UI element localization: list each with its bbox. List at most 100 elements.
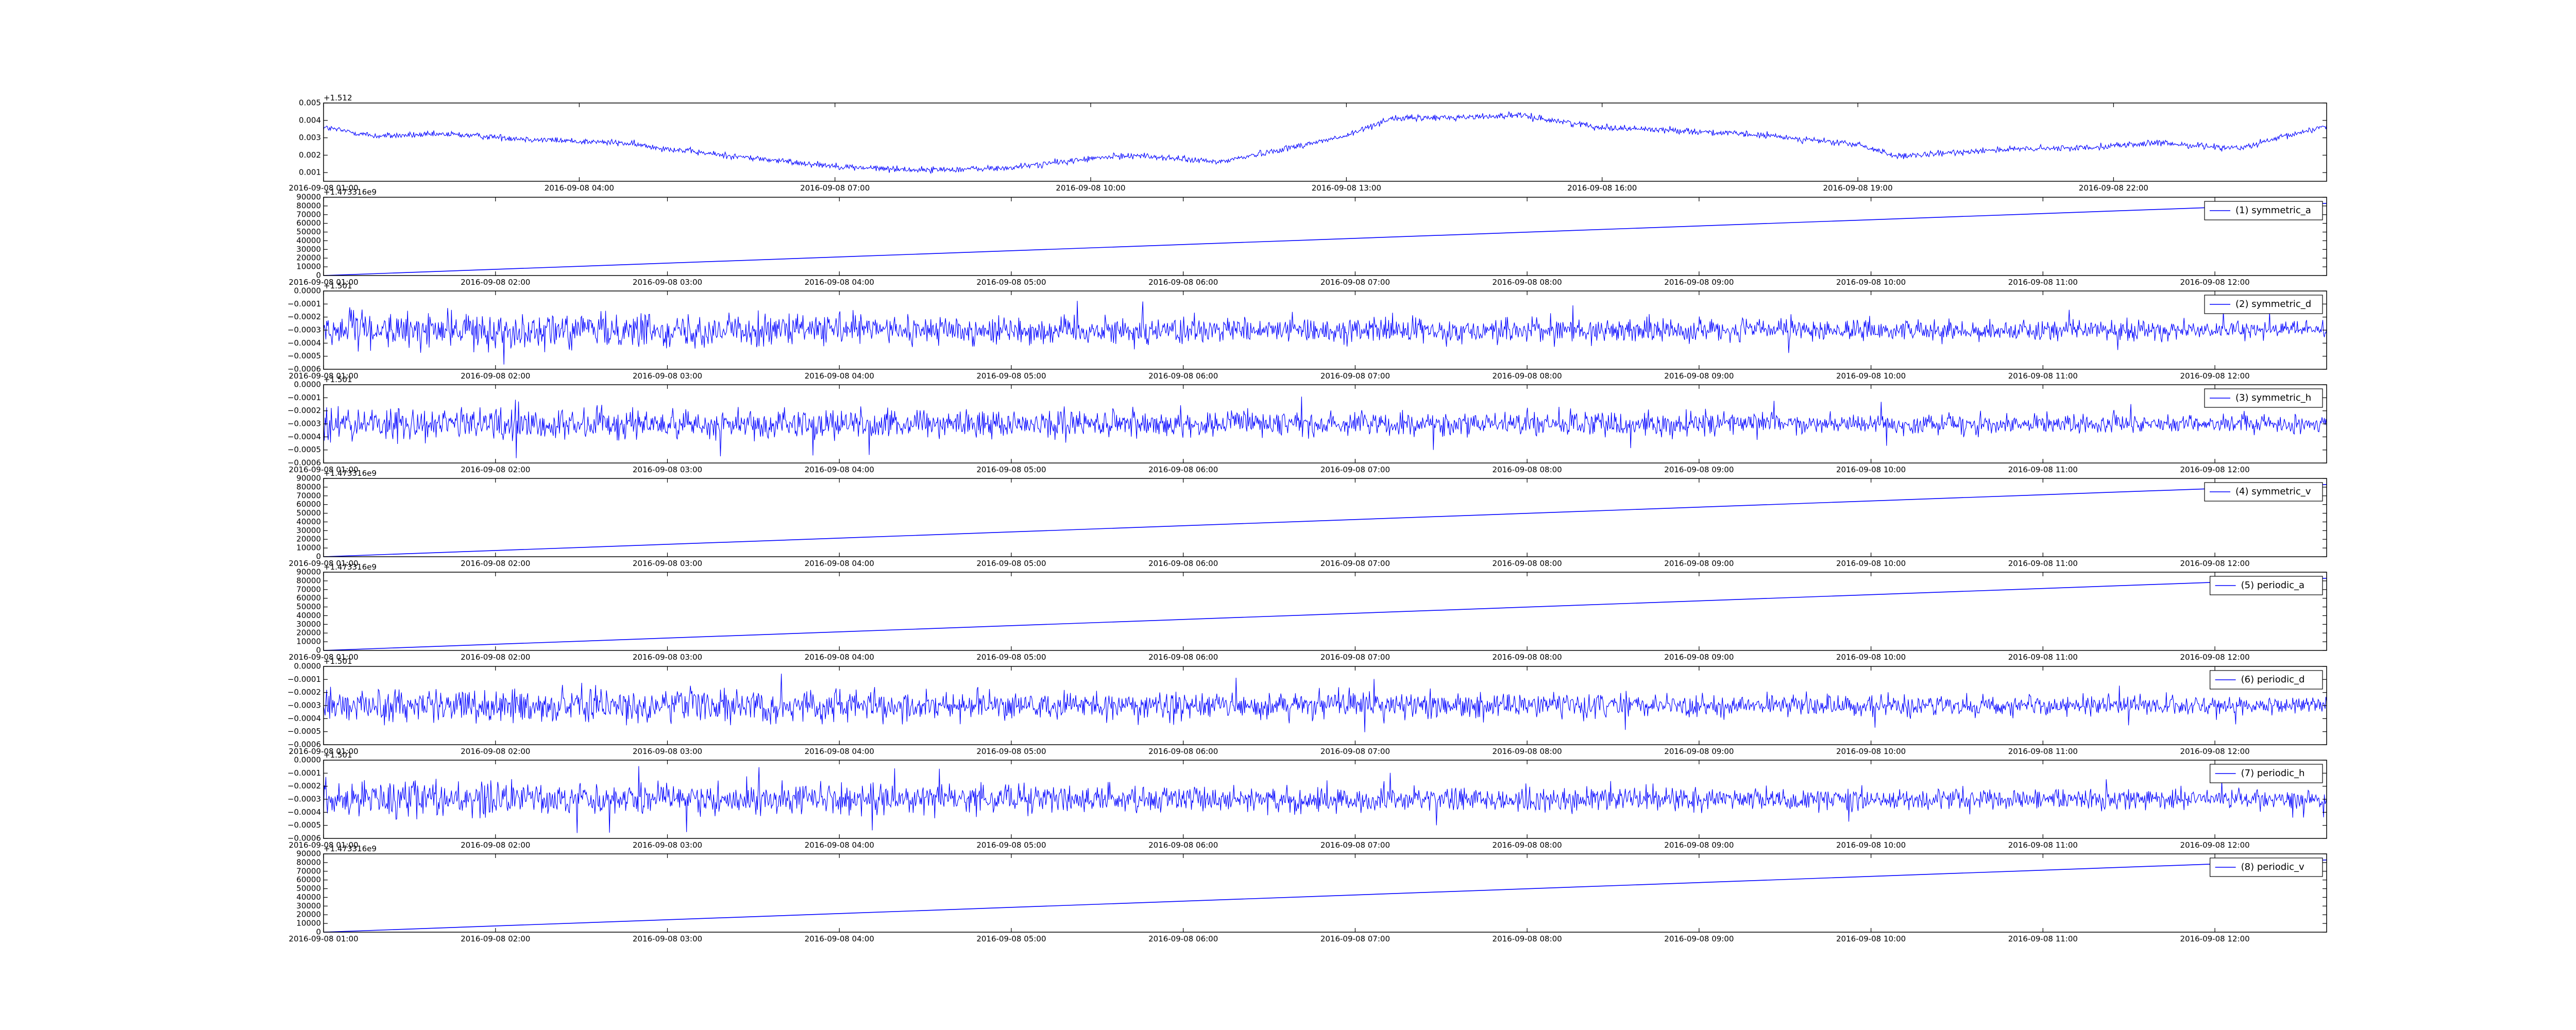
x-tick-label: 2016-09-08 05:00 xyxy=(976,465,1046,474)
y-tick-label: −0.0005 xyxy=(287,445,321,454)
series-line-9 xyxy=(324,860,2327,932)
x-tick-label: 2016-09-08 05:00 xyxy=(976,934,1046,943)
y-tick-label: 0 xyxy=(316,271,321,280)
y-offset-label: +1.501 xyxy=(324,750,352,760)
x-tick-label: 2016-09-08 10:00 xyxy=(1056,183,1125,193)
legend-label: (5) periodic_a xyxy=(2241,580,2305,591)
axes-frame xyxy=(323,102,2327,182)
y-tick-label: 70000 xyxy=(296,210,321,219)
x-tick-label: 2016-09-08 03:00 xyxy=(633,934,702,943)
x-tick-label: 2016-09-08 04:00 xyxy=(805,278,874,287)
x-tick-label: 2016-09-08 06:00 xyxy=(1148,934,1218,943)
legend: (2) symmetric_d xyxy=(2204,295,2323,314)
y-tick-label: 10000 xyxy=(296,543,321,553)
x-tick-label: 2016-09-08 04:00 xyxy=(805,465,874,474)
legend-label: (2) symmetric_d xyxy=(2235,299,2311,310)
x-tick-label: 2016-09-08 05:00 xyxy=(976,747,1046,756)
x-tick-label: 2016-09-08 03:00 xyxy=(633,559,702,568)
y-tick-label: 70000 xyxy=(296,585,321,594)
x-tick-label: 2016-09-08 22:00 xyxy=(2079,183,2148,193)
x-tick-label: 2016-09-08 06:00 xyxy=(1148,559,1218,568)
y-tick-label: 90000 xyxy=(296,849,321,859)
x-tick-label: 2016-09-08 11:00 xyxy=(2008,747,2078,756)
series-line-1 xyxy=(324,111,2327,175)
x-tick-label: 2016-09-08 12:00 xyxy=(2180,653,2249,662)
y-tick-label: −0.0006 xyxy=(287,740,321,749)
y-tick-label: −0.0004 xyxy=(287,808,321,817)
x-tick-label: 2016-09-08 08:00 xyxy=(1493,840,1562,850)
x-tick-label: 2016-09-08 03:00 xyxy=(633,747,702,756)
y-tick-label: 60000 xyxy=(296,500,321,509)
y-tick-label: 40000 xyxy=(296,892,321,902)
x-tick-label: 2016-09-08 06:00 xyxy=(1148,371,1218,381)
x-tick-label: 2016-09-08 07:00 xyxy=(1320,934,1390,943)
y-tick-label: 60000 xyxy=(296,218,321,228)
x-tick-label: 2016-09-08 03:00 xyxy=(633,371,702,381)
x-tick-label: 2016-09-08 09:00 xyxy=(1664,559,1734,568)
x-tick-label: 2016-09-08 03:00 xyxy=(633,840,702,850)
series-line-2 xyxy=(324,203,2327,276)
x-tick-label: 2016-09-08 02:00 xyxy=(461,371,530,381)
legend-label: (8) periodic_v xyxy=(2241,862,2304,872)
x-tick-label: 2016-09-08 05:00 xyxy=(976,371,1046,381)
y-tick-label: 90000 xyxy=(296,193,321,202)
x-tick-label: 2016-09-08 04:00 xyxy=(805,559,874,568)
y-tick-label: 70000 xyxy=(296,491,321,500)
y-tick-label: −0.0005 xyxy=(287,820,321,830)
x-tick-label: 2016-09-08 09:00 xyxy=(1664,465,1734,474)
y-tick-label: 0.005 xyxy=(299,98,321,108)
x-tick-label: 2016-09-08 06:00 xyxy=(1148,278,1218,287)
y-tick-label: 30000 xyxy=(296,526,321,535)
x-tick-label: 2016-09-08 12:00 xyxy=(2180,747,2249,756)
x-tick-label: 2016-09-08 06:00 xyxy=(1148,840,1218,850)
panel-1: 0.001 0.002 0.003 0.004 0.005 2016-09-08 01:0… xyxy=(289,93,2327,193)
y-tick-label: 0.0000 xyxy=(294,756,321,765)
y-tick-label: 40000 xyxy=(296,611,321,620)
x-tick-label: 2016-09-08 07:00 xyxy=(1320,371,1390,381)
legend: (5) periodic_a xyxy=(2210,576,2323,595)
x-tick-label: 2016-09-08 04:00 xyxy=(805,747,874,756)
y-tick-label: 40000 xyxy=(296,236,321,245)
x-tick-label: 2016-09-08 12:00 xyxy=(2180,465,2249,474)
x-tick-label: 2016-09-08 05:00 xyxy=(976,653,1046,662)
y-tick-label: −0.0006 xyxy=(287,365,321,374)
y-tick-label: 80000 xyxy=(296,857,321,867)
x-tick-label: 2016-09-08 12:00 xyxy=(2180,559,2249,568)
y-tick-label: −0.0006 xyxy=(287,834,321,843)
y-tick-label: 0.0000 xyxy=(294,662,321,671)
y-tick-label: 50000 xyxy=(296,602,321,611)
y-tick-label: −0.0002 xyxy=(287,312,321,321)
panel-5: 0100002000030000400005000060000700008000… xyxy=(289,469,2327,568)
y-tick-label: −0.0002 xyxy=(287,688,321,697)
x-tick-label: 2016-09-08 08:00 xyxy=(1493,653,1562,662)
y-tick-label: 0.002 xyxy=(299,150,321,160)
x-tick-label: 2016-09-08 10:00 xyxy=(1836,465,1906,474)
y-tick-label: 50000 xyxy=(296,227,321,236)
x-tick-label: 2016-09-08 09:00 xyxy=(1664,747,1734,756)
x-tick-label: 2016-09-08 01:00 xyxy=(289,183,358,193)
y-offset-label: +1.473316e9 xyxy=(324,469,377,478)
y-tick-label: −0.0005 xyxy=(287,351,321,360)
y-tick-label: −0.0003 xyxy=(287,701,321,710)
x-tick-label: 2016-09-08 09:00 xyxy=(1664,840,1734,850)
y-tick-label: 70000 xyxy=(296,866,321,876)
legend-label: (1) symmetric_a xyxy=(2235,205,2311,216)
x-tick-label: 2016-09-08 03:00 xyxy=(633,465,702,474)
panel-9: 0100002000030000400005000060000700008000… xyxy=(289,844,2327,943)
x-tick-label: 2016-09-08 08:00 xyxy=(1493,371,1562,381)
y-offset-label: +1.501 xyxy=(324,281,352,290)
x-tick-label: 2016-09-08 09:00 xyxy=(1664,653,1734,662)
x-tick-label: 2016-09-08 04:00 xyxy=(545,183,614,193)
y-tick-label: 20000 xyxy=(296,628,321,638)
x-tick-label: 2016-09-08 03:00 xyxy=(633,653,702,662)
y-tick-label: 20000 xyxy=(296,535,321,544)
x-tick-label: 2016-09-08 10:00 xyxy=(1836,653,1906,662)
x-tick-label: 2016-09-08 10:00 xyxy=(1836,371,1906,381)
x-tick-label: 2016-09-08 07:00 xyxy=(1320,653,1390,662)
x-tick-label: 2016-09-08 11:00 xyxy=(2008,934,2078,943)
panel-2: 0100002000030000400005000060000700008000… xyxy=(289,187,2327,287)
legend: (6) periodic_d xyxy=(2210,670,2323,690)
y-tick-label: 50000 xyxy=(296,884,321,893)
x-tick-label: 2016-09-08 11:00 xyxy=(2008,465,2078,474)
